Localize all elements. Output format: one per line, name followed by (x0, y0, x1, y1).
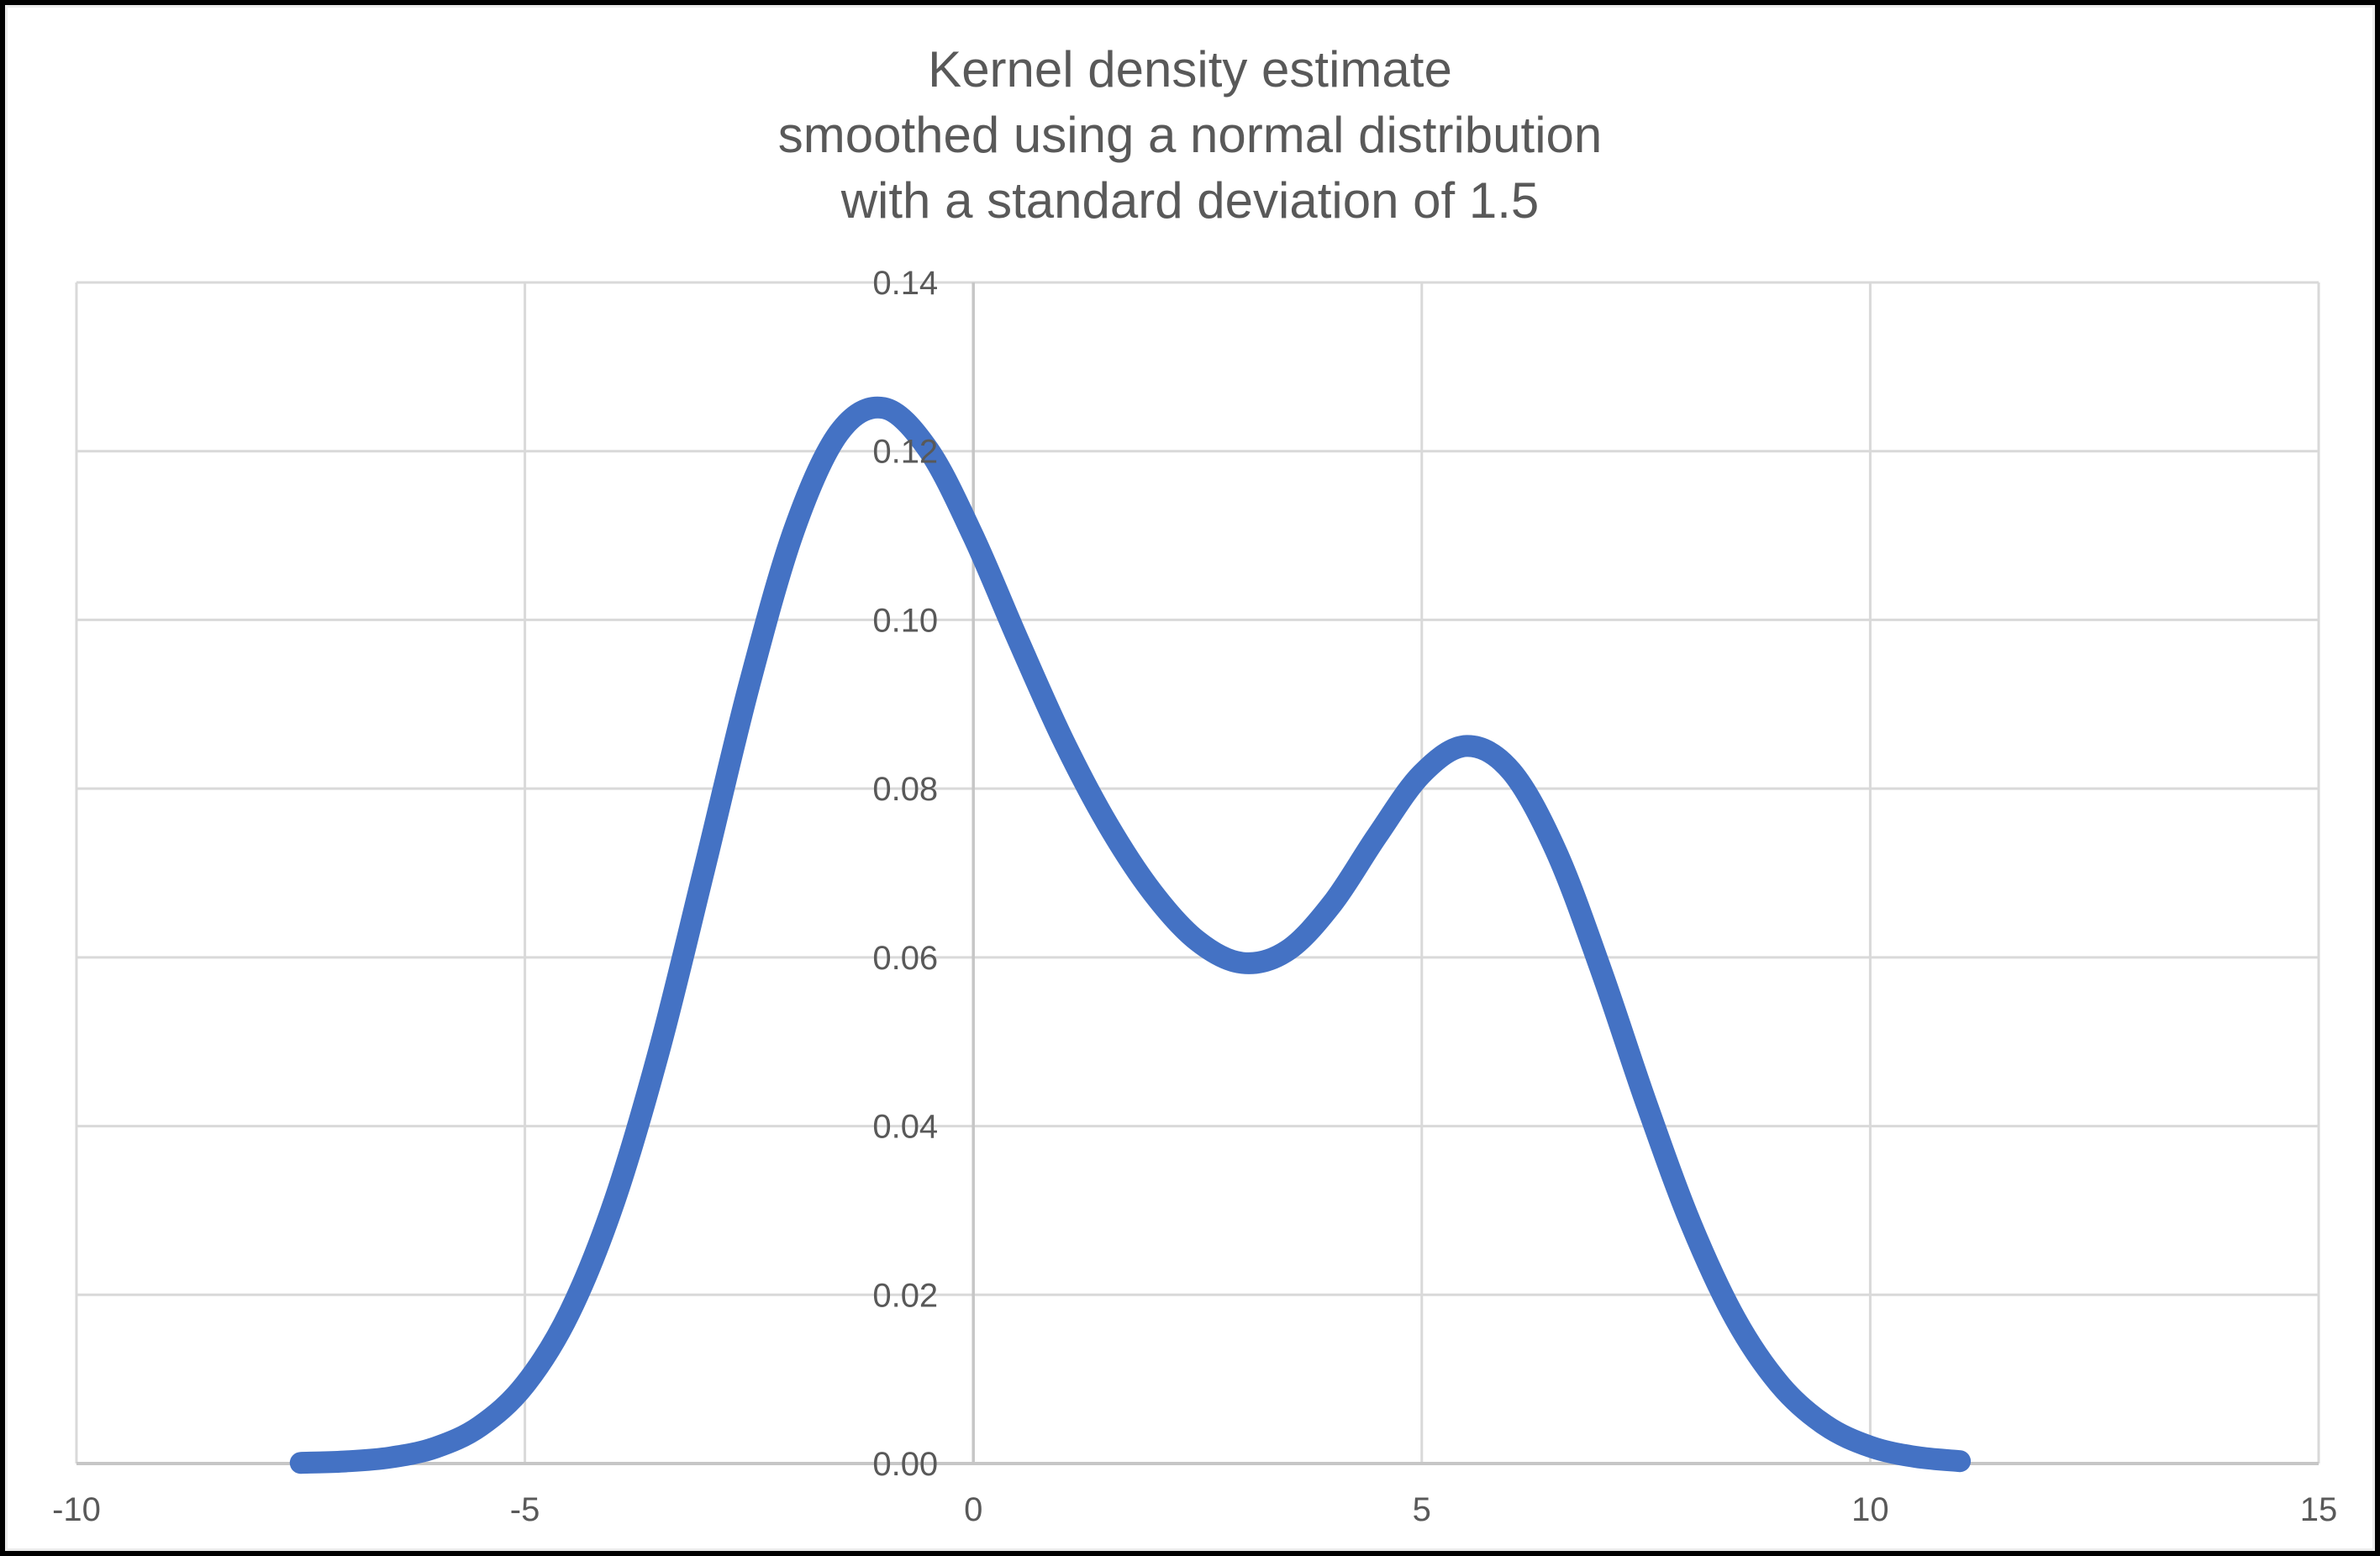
y-tick-label-0.12: 0.12 (872, 434, 938, 471)
y-tick-label-0.14: 0.14 (872, 265, 938, 302)
x-tick-label-15: 15 (2300, 1491, 2338, 1528)
y-tick-label-0.00: 0.00 (872, 1446, 938, 1483)
x-tick-label-0: 0 (964, 1491, 982, 1528)
x-tick-label--5: -5 (510, 1491, 540, 1528)
y-tick-label-0.06: 0.06 (872, 940, 938, 977)
kde-plot-area: 0.00 0.02 0.04 0.06 0.08 0.10 0.12 0.14 -10 -5 0 5 1… (52, 265, 2338, 1528)
y-tick-label-0.08: 0.08 (872, 771, 938, 808)
y-tick-label-0.02: 0.02 (872, 1277, 938, 1314)
y-tick-label-0.10: 0.10 (872, 602, 938, 639)
x-tick-label--10: -10 (52, 1491, 101, 1528)
x-tick-label-5: 5 (1413, 1491, 1431, 1528)
kde-curve (289, 396, 1972, 1474)
x-tick-label-10: 10 (1851, 1491, 1889, 1528)
y-tick-label-0.04: 0.04 (872, 1109, 938, 1146)
